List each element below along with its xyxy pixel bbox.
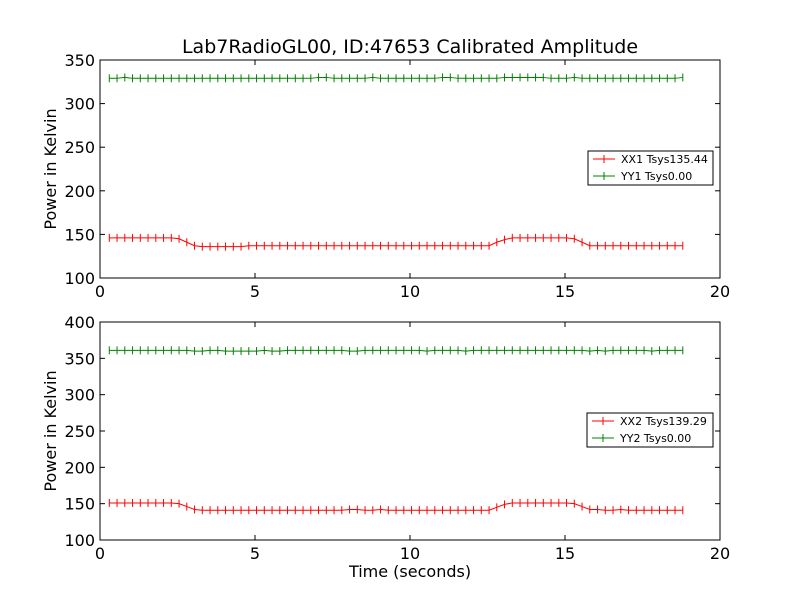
bottom-x-tick-label: 10: [400, 544, 420, 563]
bottom-subplot: Time (seconds) Power in Kelvin 0 5 10 15 20 1…: [41, 313, 730, 581]
top-subplot: Lab7RadioGL00, ID:47653 Calibrated Ampli…: [41, 36, 730, 301]
top-x-tick-label: 10: [400, 282, 420, 301]
bottom-y-tick-label: 150: [64, 495, 95, 514]
bottom-y-tick-label: 250: [64, 422, 95, 441]
top-plot-area: [108, 73, 684, 251]
bottom-legend-yy2-label: YY2 Tsys0.00: [619, 432, 691, 445]
top-legend-yy1-label: YY1 Tsys0.00: [620, 170, 692, 183]
bottom-x-tick-label: 0: [95, 544, 105, 563]
bottom-x-tick-label: 5: [250, 544, 260, 563]
top-x-tick-label: 0: [95, 282, 105, 301]
bottom-x-tick-label: 15: [555, 544, 575, 563]
bottom-legend: XX2 Tsys139.29 YY2 Tsys0.00: [586, 412, 714, 448]
y-axis-label-top: Power in Kelvin: [41, 108, 60, 229]
top-y-tick-label: 300: [64, 95, 95, 114]
bottom-plot-area: [108, 346, 684, 515]
x-axis-label: Time (seconds): [348, 562, 471, 581]
top-x-tick-label: 20: [710, 282, 730, 301]
top-y-tick-label: 200: [64, 182, 95, 201]
bottom-y-tick-label: 400: [64, 313, 95, 332]
top-y-tick-label: 350: [64, 51, 95, 70]
top-x-tick-label: 5: [250, 282, 260, 301]
top-axes-frame: [99, 59, 721, 279]
bottom-y-tick-label: 300: [64, 386, 95, 405]
top-legend-xx1-label: XX1 Tsys135.44: [621, 153, 708, 166]
bottom-y-tick-label: 350: [64, 349, 95, 368]
top-legend-box: [587, 150, 714, 186]
bottom-legend-box: [586, 412, 714, 448]
bottom-y-tick-label: 100: [64, 531, 95, 550]
top-legend: XX1 Tsys135.44 YY1 Tsys0.00: [587, 150, 714, 186]
top-y-tick-label: 250: [64, 138, 95, 157]
chart-title: Lab7RadioGL00, ID:47653 Calibrated Ampli…: [182, 36, 638, 58]
top-y-tick-label: 100: [64, 269, 95, 288]
bottom-y-tick-label: 200: [64, 458, 95, 477]
top-x-tick-label: 15: [555, 282, 575, 301]
bottom-axes-frame: [99, 321, 721, 541]
y-axis-label-bottom: Power in Kelvin: [41, 370, 60, 491]
bottom-legend-xx2-label: XX2 Tsys139.29: [620, 415, 707, 428]
bottom-x-tick-label: 20: [710, 544, 730, 563]
top-y-tick-label: 150: [64, 225, 95, 244]
